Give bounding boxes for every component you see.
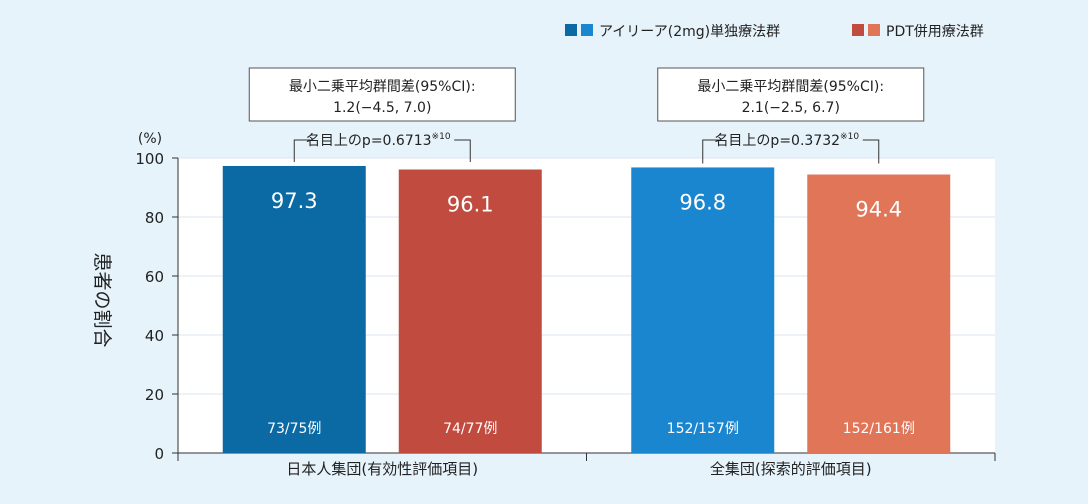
p-value-label-1: 名目上のp=0.3732※10 bbox=[714, 132, 859, 149]
ci-box-line2-0: 1.2(−4.5, 7.0) bbox=[333, 100, 431, 116]
bar-0-1 bbox=[398, 169, 542, 453]
bracket-right-0 bbox=[454, 139, 471, 162]
ci-box-0 bbox=[248, 67, 516, 122]
y-tick-label-0: 0 bbox=[154, 445, 164, 463]
p-value-label-0: 名目上のp=0.6713※10 bbox=[306, 132, 451, 149]
legend-label-1: PDT併用療法群 bbox=[886, 23, 984, 40]
legend-swatch-light-0 bbox=[581, 24, 593, 36]
bar-1-0 bbox=[631, 167, 775, 453]
legend-label-0: アイリーア(2mg)単独療法群 bbox=[599, 23, 780, 40]
bracket-right-1 bbox=[862, 139, 880, 164]
x-category-label-0: 日本人集団(有効性評価項目) bbox=[286, 460, 478, 478]
ci-box-line1-1: 最小二乗平均群間差(95%CI): bbox=[697, 79, 884, 95]
bar-0-0 bbox=[222, 165, 366, 453]
legend-swatch-dark-1 bbox=[852, 24, 864, 36]
bar-value-label-1-1: 94.4 bbox=[855, 198, 902, 222]
y-unit-label: (%) bbox=[138, 131, 162, 147]
bar-count-label-1-0: 152/157例 bbox=[667, 421, 739, 437]
bar-value-label-1-0: 96.8 bbox=[679, 190, 726, 214]
ci-box-line1-0: 最小二乗平均群間差(95%CI): bbox=[289, 79, 476, 95]
bar-1-1 bbox=[807, 174, 951, 453]
bar-value-label-0-1: 96.1 bbox=[447, 193, 494, 217]
bar-value-label-0-0: 97.3 bbox=[271, 189, 318, 213]
bar-count-label-0-1: 74/77例 bbox=[443, 421, 497, 437]
x-category-label-1: 全集団(探索的評価項目) bbox=[710, 460, 872, 478]
y-tick-label-4: 80 bbox=[145, 209, 164, 227]
bracket-left-1 bbox=[702, 139, 719, 164]
y-tick-label-5: 100 bbox=[135, 150, 164, 168]
legend-swatch-dark-0 bbox=[565, 24, 577, 36]
bracket-left-0 bbox=[293, 139, 311, 162]
ci-box-line2-1: 2.1(−2.5, 6.7) bbox=[742, 100, 840, 116]
bar-count-label-0-0: 73/75例 bbox=[267, 421, 321, 437]
legend-swatch-light-1 bbox=[868, 24, 880, 36]
bar-count-label-1-1: 152/161例 bbox=[843, 421, 915, 437]
y-tick-label-3: 60 bbox=[145, 268, 164, 286]
y-axis-title: 患者の割合 bbox=[91, 252, 113, 347]
y-tick-label-2: 40 bbox=[145, 327, 164, 345]
y-tick-label-1: 20 bbox=[145, 386, 164, 404]
ci-box-1 bbox=[657, 67, 925, 122]
